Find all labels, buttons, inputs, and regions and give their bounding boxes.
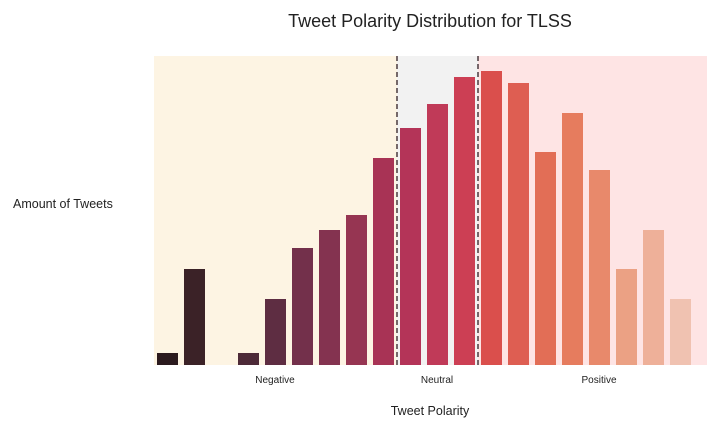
bar-15 — [562, 113, 583, 365]
bar-4 — [265, 299, 286, 365]
bar-11 — [454, 77, 475, 365]
bar-14 — [535, 152, 556, 365]
chart-title: Tweet Polarity Distribution for TLSS — [288, 11, 572, 31]
bar-16 — [589, 170, 610, 365]
bar-6 — [319, 230, 340, 365]
bar-18 — [643, 230, 664, 365]
bar-12 — [481, 71, 502, 365]
bar-1 — [184, 269, 205, 365]
bar-3 — [238, 353, 259, 365]
x-axis-label: Tweet Polarity — [391, 404, 470, 418]
x-tick-neutral: Neutral — [421, 375, 453, 386]
y-axis-label: Amount of Tweets — [13, 197, 113, 211]
bar-17 — [616, 269, 637, 365]
bar-8 — [373, 158, 394, 365]
x-tick-negative: Negative — [255, 375, 295, 386]
bar-19 — [670, 299, 691, 365]
bar-10 — [427, 104, 448, 365]
bar-7 — [346, 215, 367, 365]
bar-0 — [157, 353, 178, 365]
x-tick-positive: Positive — [581, 375, 616, 386]
divider-lines — [396, 56, 479, 365]
bar-5 — [292, 248, 313, 365]
bar-13 — [508, 83, 529, 365]
bars — [157, 71, 691, 365]
bar-9 — [400, 128, 421, 365]
